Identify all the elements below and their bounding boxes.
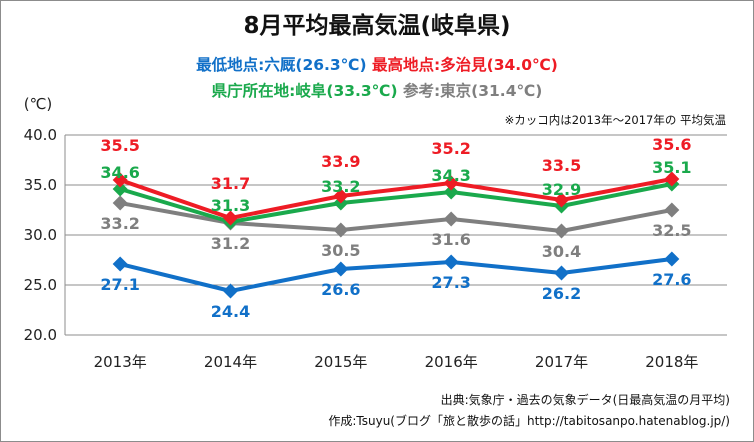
data-point-marker	[664, 171, 680, 187]
y-tick-label: 40.0	[24, 126, 57, 144]
data-point-marker	[554, 265, 569, 281]
data-point-marker	[333, 261, 349, 277]
data-label: 26.2	[542, 284, 581, 303]
data-label: 33.9	[321, 152, 360, 171]
capital-station-label: 県庁所在地:岐阜(33.3℃)	[211, 82, 398, 100]
data-point-marker	[554, 192, 569, 208]
data-point-marker	[443, 175, 459, 191]
data-label: 26.6	[321, 280, 360, 299]
data-label: 33.2	[321, 177, 360, 196]
gridlines	[65, 134, 727, 336]
data-labels: 35.5 31.7 33.9 35.2 33.5 35.6 34.6 31.3 33.2 34.3…	[100, 135, 691, 321]
highest-station-label: 最高地点:多治見(34.0℃)	[371, 56, 558, 74]
series-line	[119, 177, 673, 220]
data-label: 34.6	[100, 163, 139, 182]
data-point-marker	[333, 188, 349, 204]
data-label: 30.4	[542, 242, 581, 261]
data-label: 27.6	[652, 270, 691, 289]
x-tick-label: 2014年	[204, 353, 257, 371]
data-label: 31.6	[431, 230, 470, 249]
data-label: 35.1	[652, 158, 691, 177]
data-label: 31.2	[211, 234, 250, 253]
subtitle-line-1: 最低地点:六厩(26.3℃) 最高地点:多治見(34.0℃)	[0, 53, 754, 75]
subtitle-line-2: 県庁所在地:岐阜(33.3℃) 参考:東京(31.4℃)	[0, 79, 754, 101]
x-tick-label: 2018年	[645, 353, 698, 371]
y-tick-label: 20.0	[24, 326, 57, 344]
data-point-marker	[664, 251, 680, 267]
source-credit: 出典:気象庁・過去の気象データ(日最高気温の月平均)	[440, 393, 730, 407]
reference-station-label: 参考:東京(31.4℃)	[402, 82, 543, 100]
data-label: 33.2	[100, 214, 139, 233]
y-tick-label: 25.0	[24, 276, 57, 294]
data-point-marker	[112, 172, 128, 188]
period-note: ※カッコ内は2013年〜2017年の 平均気温	[504, 113, 726, 127]
y-tick-label: 35.0	[24, 176, 57, 194]
axes: 20.0 25.0 30.0 35.0 40.0 (℃) 2013年 2014年 2015年 20…	[24, 95, 699, 371]
data-label: 35.2	[431, 139, 470, 158]
series-line	[119, 257, 673, 293]
series-line	[119, 201, 673, 233]
data-label: 24.4	[211, 302, 250, 321]
data-point-marker	[664, 202, 680, 218]
x-tick-label: 2015年	[314, 353, 367, 371]
data-label: 31.3	[211, 196, 250, 215]
x-tick-label: 2017年	[535, 353, 588, 371]
data-point-marker	[223, 210, 238, 226]
data-point-marker	[112, 195, 128, 211]
data-label: 27.1	[100, 275, 139, 294]
y-tick-label: 30.0	[24, 226, 57, 244]
author-credit: 作成:Tsuyu(ブログ「旅と散歩の話」http://tabitosanpo.h…	[328, 414, 730, 428]
data-point-marker	[443, 211, 459, 227]
data-label: 27.3	[431, 273, 470, 292]
data-label: 35.5	[100, 136, 139, 155]
data-label: 32.9	[542, 180, 581, 199]
data-point-marker	[443, 184, 459, 200]
lowest-station-label: 最低地点:六厩(26.3℃)	[196, 56, 367, 74]
data-label: 30.5	[321, 241, 360, 260]
data-point-marker	[112, 256, 128, 272]
x-tick-label: 2013年	[94, 353, 147, 371]
data-point-marker	[333, 222, 349, 238]
data-point-marker	[223, 283, 238, 299]
data-point-marker	[443, 254, 459, 270]
data-point-marker	[554, 223, 569, 239]
data-label: 33.5	[542, 156, 581, 175]
data-label: 31.7	[211, 174, 250, 193]
y-axis-unit: (℃)	[24, 95, 53, 113]
data-label: 32.5	[652, 221, 691, 240]
data-label: 35.6	[652, 135, 691, 154]
chart-title: 8月平均最高気温(岐阜県)	[243, 13, 511, 39]
data-point-marker	[112, 181, 128, 197]
series-line	[119, 182, 673, 224]
data-label: 34.3	[431, 166, 470, 185]
series-lines	[112, 171, 680, 299]
x-tick-label: 2016年	[425, 353, 478, 371]
